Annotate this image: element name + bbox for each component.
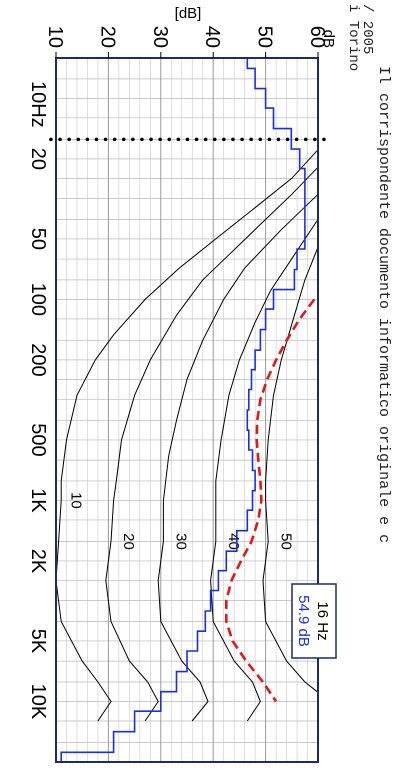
level-tick-label: 20 xyxy=(96,26,118,48)
cursor-frequency: 16 Hz xyxy=(314,601,331,640)
frequency-tick-labels: 10Hz 20 50 100 200 500 1K 2K 5K 10K xyxy=(27,81,49,720)
frequency-tick-label: 10Hz xyxy=(27,81,49,128)
contour-label: 50 xyxy=(277,533,294,550)
rotated-chart: 10 20 30 40 50 10 20 30 40 50 60 10Hz 20 50 100 200 50… xyxy=(27,4,392,763)
cursor-readout-box: 16 Hz 54.9 dB xyxy=(291,583,337,659)
frequency-tick-label: 200 xyxy=(27,343,49,376)
contour-labels: 10 20 30 40 50 xyxy=(68,492,295,550)
stamp-text: / 2005 i Torino Il corrispondente docume… xyxy=(345,4,392,543)
contour-label: 40 xyxy=(225,533,242,550)
frequency-tick-label: 2K xyxy=(27,549,49,574)
measured-spectrum-line xyxy=(60,58,306,762)
fitted-curve-line xyxy=(225,298,316,703)
stamp-line-date: / 2005 xyxy=(359,4,375,54)
frequency-tick-label: 50 xyxy=(27,228,49,250)
level-tick-label: 60 xyxy=(306,26,328,48)
contour-label: 30 xyxy=(173,533,190,550)
contour-label: 10 xyxy=(68,492,85,509)
frequency-tick-label: 10K xyxy=(27,684,49,720)
series-layer xyxy=(60,58,316,762)
level-tick-label: 10 xyxy=(44,26,66,48)
frequency-tick-label: 1K xyxy=(27,488,49,513)
level-tick-label: 40 xyxy=(201,26,223,48)
cursor-readout-frame xyxy=(291,583,337,659)
stamp-line-city: i Torino xyxy=(345,4,361,71)
contour-label: 20 xyxy=(120,533,137,550)
frequency-tick-label: 20 xyxy=(27,148,49,170)
plot-frame xyxy=(55,57,319,763)
cursor-level: 54.9 dB xyxy=(295,595,312,647)
stamp-line-notice: Il corrispondente documento informatico … xyxy=(375,66,392,543)
contour-line-20 xyxy=(105,166,319,722)
level-tick-label: 30 xyxy=(149,26,171,48)
frequency-tick-label: 5K xyxy=(27,629,49,654)
contour-line-40 xyxy=(210,219,319,722)
contour-line-10 xyxy=(55,149,319,722)
frequency-tick-label: 500 xyxy=(27,423,49,456)
frequency-grid xyxy=(56,57,318,763)
frequency-tick-label: 100 xyxy=(27,283,49,316)
level-unit-label: dB xyxy=(320,30,337,48)
contour-line-50 xyxy=(262,247,319,693)
equal-loudness-contours xyxy=(55,149,319,722)
contour-line-30 xyxy=(157,193,319,722)
axis-label-db: [dB] xyxy=(175,5,202,22)
level-tick-label: 50 xyxy=(254,26,276,48)
level-tick-labels: 10 20 30 40 50 60 xyxy=(44,26,328,58)
